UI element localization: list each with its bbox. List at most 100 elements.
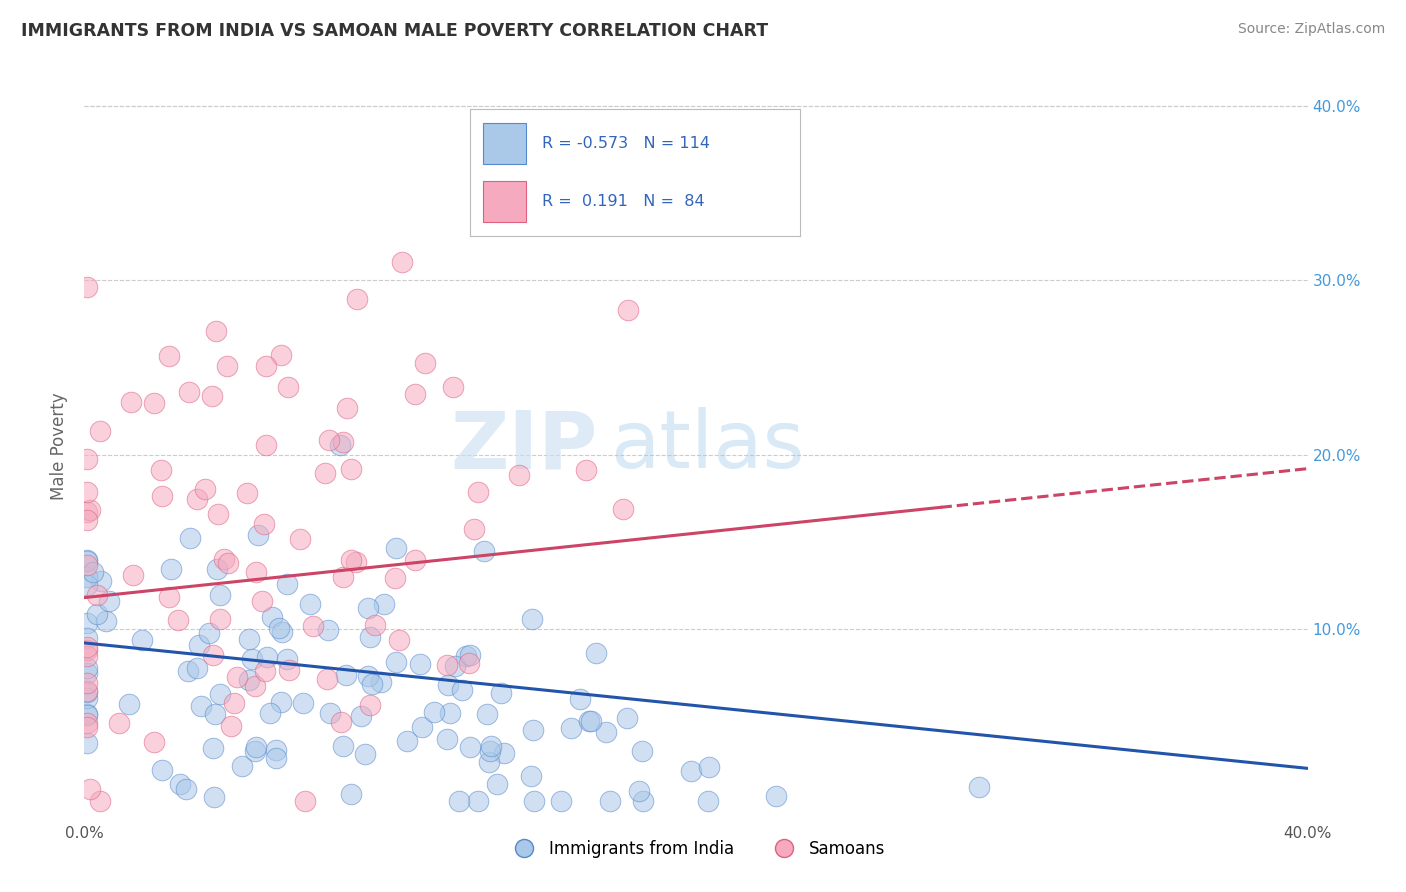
Point [76, 676, 98, 690]
Point [336, 401, 359, 415]
Point [457, 656, 479, 670]
Point [246, 527, 269, 541]
Point [460, 648, 482, 662]
Point [256, 649, 278, 664]
Point [259, 706, 281, 720]
Point [250, 594, 273, 608]
Point [631, 795, 654, 809]
Point [967, 780, 990, 794]
Point [270, 695, 292, 709]
Point [388, 632, 411, 647]
Point [450, 683, 472, 698]
Point [332, 435, 354, 450]
Point [356, 600, 378, 615]
Point [76, 504, 98, 518]
Point [269, 621, 291, 635]
Point [612, 502, 634, 516]
Point [437, 678, 460, 692]
Point [143, 395, 166, 409]
Point [193, 482, 215, 496]
Point [292, 696, 315, 710]
Point [485, 777, 508, 791]
Point [76, 513, 98, 527]
Point [522, 723, 544, 737]
Point [212, 552, 235, 566]
Point [190, 699, 212, 714]
Point [332, 739, 354, 753]
Point [186, 661, 208, 675]
Point [456, 648, 478, 663]
Point [384, 655, 406, 669]
Point [198, 626, 221, 640]
Point [585, 646, 607, 660]
Point [444, 659, 467, 673]
Point [346, 292, 368, 306]
Point [359, 631, 381, 645]
Point [475, 707, 498, 722]
Point [90, 574, 112, 589]
Point [143, 735, 166, 749]
Point [82, 565, 104, 579]
Point [76, 615, 98, 630]
Point [208, 612, 231, 626]
Point [332, 569, 354, 583]
Point [370, 674, 392, 689]
Point [150, 764, 173, 778]
Point [76, 690, 98, 705]
Point [408, 657, 430, 672]
Point [278, 663, 301, 677]
Point [627, 784, 650, 798]
Point [439, 706, 461, 721]
Point [270, 624, 292, 639]
Point [344, 555, 367, 569]
Point [76, 715, 98, 730]
Point [391, 255, 413, 269]
Point [76, 685, 98, 699]
Point [581, 714, 603, 729]
Point [76, 661, 98, 675]
Point [520, 612, 543, 626]
Point [350, 709, 373, 723]
Point [599, 795, 621, 809]
Point [76, 707, 98, 722]
Point [264, 743, 287, 757]
Point [595, 724, 617, 739]
Point [169, 777, 191, 791]
Point [108, 715, 131, 730]
Point [76, 643, 98, 657]
Point [157, 349, 180, 363]
Point [384, 541, 406, 556]
Text: ZIP: ZIP [451, 407, 598, 485]
Point [209, 588, 232, 602]
Point [224, 696, 246, 710]
Point [697, 795, 720, 809]
Point [494, 746, 516, 760]
Point [202, 648, 225, 662]
Point [76, 632, 98, 646]
Legend: Immigrants from India, Samoans: Immigrants from India, Samoans [501, 833, 891, 864]
Point [200, 389, 222, 403]
Point [202, 789, 225, 804]
Point [76, 558, 98, 572]
Point [260, 610, 283, 624]
Point [436, 732, 458, 747]
Text: IMMIGRANTS FROM INDIA VS SAMOAN MALE POVERTY CORRELATION CHART: IMMIGRANTS FROM INDIA VS SAMOAN MALE POV… [21, 22, 768, 40]
Point [404, 387, 426, 401]
Point [411, 720, 433, 734]
Point [94, 615, 117, 629]
Point [472, 544, 495, 558]
Point [478, 756, 501, 770]
Point [697, 760, 720, 774]
Point [76, 279, 98, 293]
Point [76, 736, 98, 750]
Point [361, 676, 384, 690]
Point [359, 698, 381, 712]
Text: Source: ZipAtlas.com: Source: ZipAtlas.com [1237, 22, 1385, 37]
Point [423, 705, 446, 719]
Point [76, 484, 98, 499]
Point [319, 706, 342, 721]
Point [266, 750, 288, 764]
Point [441, 380, 464, 394]
Point [315, 672, 337, 686]
Point [616, 711, 638, 725]
